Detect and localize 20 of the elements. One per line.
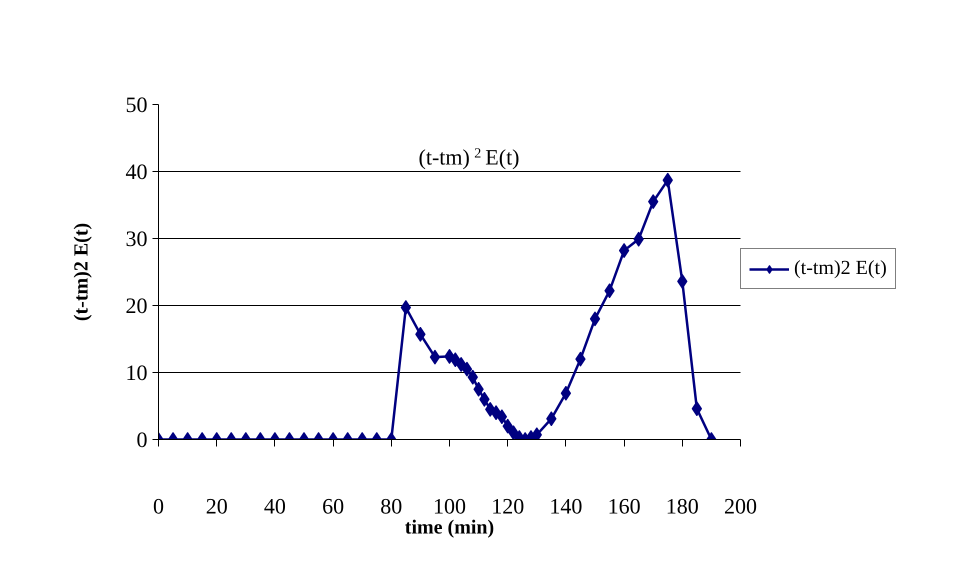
y-axis-title: (t-tm)2 E(t) xyxy=(70,222,92,322)
y-tick-label: 50 xyxy=(126,92,148,117)
y-tick-label: 40 xyxy=(126,159,148,184)
x-tick-label: 120 xyxy=(491,494,524,518)
y-tick-label: 0 xyxy=(136,427,148,452)
y-tick-label: 20 xyxy=(126,293,148,318)
legend-label: (t-tm)2 E(t) xyxy=(794,257,887,280)
x-tick-label: 200 xyxy=(724,494,757,518)
y-tick-label: 30 xyxy=(126,226,148,251)
x-tick-label: 40 xyxy=(264,494,286,518)
x-tick-label: 80 xyxy=(380,494,402,518)
x-tick-label: 160 xyxy=(608,494,641,518)
x-axis-title: time (min) xyxy=(404,516,494,538)
x-tick-label: 180 xyxy=(666,494,699,518)
x-tick-label: 60 xyxy=(322,494,344,518)
x-tick-label: 0 xyxy=(153,494,164,518)
x-tick-label: 140 xyxy=(549,494,582,518)
y-tick-label: 10 xyxy=(126,360,148,385)
x-tick-label: 100 xyxy=(433,494,466,518)
x-tick-label: 20 xyxy=(206,494,228,518)
